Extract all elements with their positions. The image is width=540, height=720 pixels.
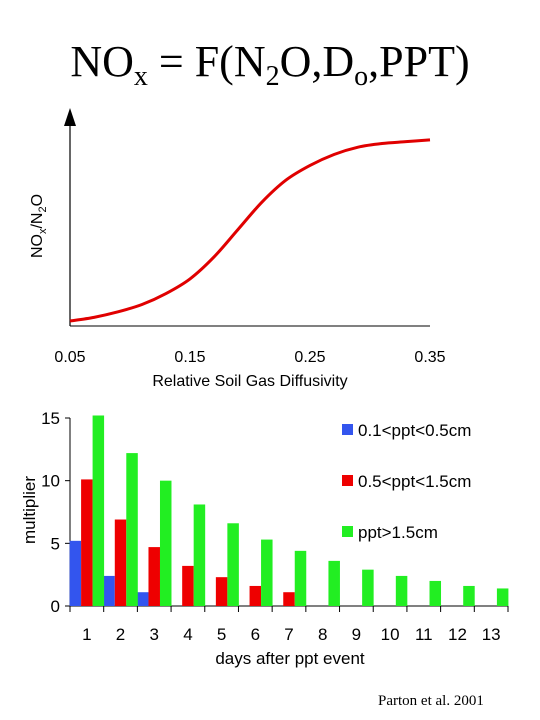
bar (215, 577, 228, 606)
bar (496, 588, 509, 606)
title-part: = F(N (147, 37, 266, 86)
data-line (69, 138, 431, 323)
y-tick-label: 5 (51, 534, 60, 553)
bar (69, 540, 82, 606)
bar (328, 560, 340, 606)
x-tick-label: 6 (251, 625, 260, 644)
title-subscript: o (354, 61, 369, 92)
bar (182, 565, 194, 606)
legend-label: 0.1<ppt<0.5cm (358, 421, 471, 440)
title-part: ,PPT) (368, 37, 470, 86)
x-tick-labels: 1 2 3 4 5 6 7 8 9 10 11 12 13 (82, 625, 501, 644)
x-axis-label: days after ppt event (215, 649, 365, 668)
x-tick-label: 10 (381, 625, 400, 644)
bar (429, 580, 442, 606)
x-tick-label: 11 (415, 625, 433, 644)
legend-swatch (342, 526, 353, 537)
legend-swatch (342, 424, 353, 435)
bar (148, 547, 160, 606)
bar (261, 539, 273, 606)
bar (193, 504, 206, 606)
citation: Parton et al. 2001 (378, 693, 484, 709)
x-tick-label: 3 (149, 625, 158, 644)
y-axis-arrow-icon (64, 108, 76, 126)
legend: 0.1<ppt<0.5cm 0.5<ppt<1.5cm ppt>1.5cm (342, 421, 471, 542)
y-tick-label: 10 (41, 472, 60, 491)
x-tick-labels: 0.05 0.15 0.25 0.35 (54, 349, 445, 366)
bar (249, 585, 262, 606)
y-tick-label: 0 (51, 597, 60, 616)
bar (92, 415, 105, 606)
bar (463, 585, 475, 606)
x-tick-label: 13 (482, 625, 501, 644)
x-tick-label: 0.05 (54, 349, 85, 366)
y-tick-label: 15 (41, 409, 60, 428)
x-tick-label: 7 (284, 625, 293, 644)
x-tick-label: 8 (318, 625, 327, 644)
x-tick-label: 9 (352, 625, 361, 644)
bar (126, 453, 138, 606)
y-axis-label: NOx/N2O (29, 194, 49, 258)
bar (294, 550, 307, 606)
x-tick-label: 0.15 (174, 349, 205, 366)
bar (103, 575, 115, 606)
x-tick-label: 12 (448, 625, 467, 644)
bar (136, 592, 149, 606)
bar (362, 569, 374, 606)
bar (114, 519, 127, 606)
x-tick-label: 2 (116, 625, 125, 644)
bar (395, 575, 408, 606)
title-part: NO (70, 37, 134, 86)
legend-swatch (342, 475, 353, 486)
bar-marks (69, 415, 509, 606)
title-subscript: x (133, 61, 148, 92)
bar (159, 480, 172, 606)
bar (283, 592, 295, 606)
bar (227, 523, 239, 606)
x-tick-label: 1 (82, 625, 91, 644)
x-tick-label: 4 (183, 625, 192, 644)
legend-label: 0.5<ppt<1.5cm (358, 472, 471, 491)
title-part: O,D (279, 37, 355, 86)
y-axis-label: multiplier (20, 476, 39, 544)
line-chart-axes (64, 108, 430, 327)
line-chart: NOx/N2O 0.05 0.15 0.25 0.35 Relative Soil G… (29, 108, 446, 390)
x-tick-label: 5 (217, 625, 226, 644)
legend-label: ppt>1.5cm (358, 523, 438, 542)
x-axis-label: Relative Soil Gas Diffusivity (152, 373, 347, 390)
bar (81, 479, 93, 606)
x-tick-label: 0.25 (294, 349, 325, 366)
title-subscript: 2 (265, 61, 280, 92)
slide-title: NOx = F(N2O,Do,PPT) (0, 36, 540, 91)
x-tick-label: 0.35 (414, 349, 445, 366)
y-tick-labels: 0 5 10 15 (41, 409, 60, 616)
